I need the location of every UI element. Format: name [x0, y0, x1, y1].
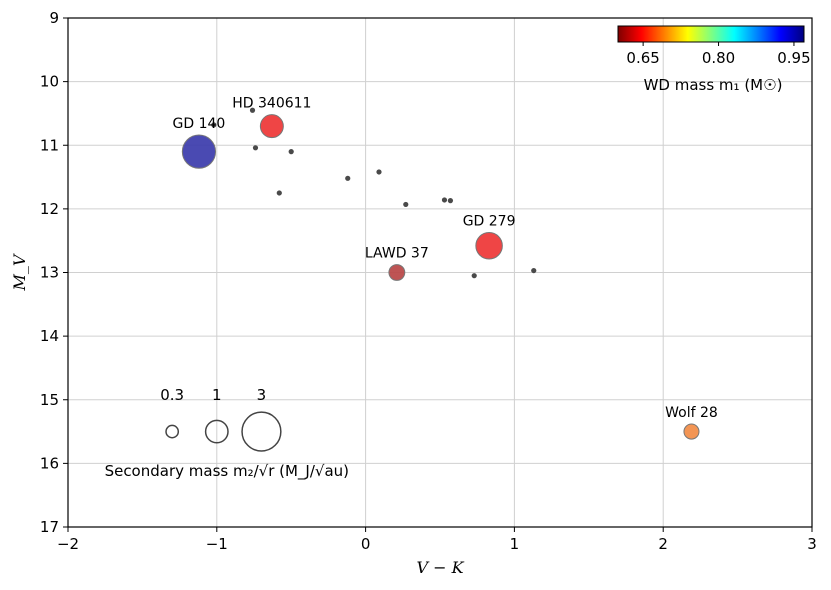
- size-legend-label: 1: [212, 386, 222, 404]
- x-tick-label: 0: [361, 535, 371, 553]
- named-data-point: [388, 264, 406, 281]
- point-label: LAWD 37: [365, 246, 429, 262]
- small-data-point: [531, 267, 537, 274]
- x-tick-label: 3: [807, 535, 817, 553]
- named-data-point: [259, 114, 284, 139]
- x-tick-label: 2: [658, 535, 668, 553]
- colorbar-tick-label: 0.65: [626, 49, 659, 67]
- y-tick-label: 16: [40, 454, 59, 472]
- colorbar: 0.65 0.80 0.95 WD mass m₁ (M☉): [617, 25, 811, 94]
- size-legend-circle: [165, 424, 180, 439]
- size-legend: 0.3 1 3 Secondary mass m₂/√r (M_J/√au): [105, 386, 349, 481]
- named-data-point: [181, 134, 217, 169]
- small-data-point: [403, 201, 409, 208]
- y-tick-label: 9: [49, 9, 59, 27]
- named-data-point: [475, 232, 503, 260]
- size-legend-label: 3: [257, 386, 267, 404]
- small-data-point: [276, 190, 282, 196]
- size-legend-title: Secondary mass m₂/√r (M_J/√au): [105, 462, 349, 481]
- small-data-point: [447, 198, 454, 204]
- x-axis-title: V − K: [416, 558, 464, 577]
- size-legend-circle: [204, 419, 229, 444]
- colorbar-title: WD mass m₁ (M☉): [644, 76, 783, 94]
- colorbar-tick-label: 0.80: [702, 49, 735, 67]
- colorbar-tick-label: 0.95: [777, 49, 810, 67]
- point-label: GD 279: [463, 214, 516, 230]
- x-tick-label: −1: [206, 535, 228, 553]
- y-tick-label: 11: [40, 136, 59, 154]
- y-tick-label: 13: [40, 264, 59, 282]
- named-data-point: [683, 423, 700, 440]
- y-tick-label: 14: [40, 327, 59, 345]
- y-tick-label: 10: [40, 73, 59, 91]
- colorbar-bar: [617, 25, 805, 43]
- y-tick-label: 15: [40, 391, 59, 409]
- point-label: Wolf 28: [665, 405, 718, 421]
- small-data-point: [288, 149, 294, 155]
- y-tick-label: 12: [40, 200, 59, 218]
- y-axis-title: M_V: [10, 253, 29, 291]
- size-legend-label: 0.3: [160, 386, 184, 404]
- size-legend-circle: [241, 411, 282, 452]
- small-data-point: [252, 145, 259, 151]
- small-data-point: [345, 175, 351, 181]
- small-data-point: [211, 122, 217, 128]
- data-points: [181, 107, 700, 440]
- y-tick-label: 17: [40, 518, 59, 536]
- small-data-point: [441, 197, 448, 203]
- point-labels: GD 140 HD 340611 LAWD 37 GD 279 Wolf 28: [173, 96, 718, 421]
- grid-lines: [67, 17, 813, 528]
- x-tick-label: 1: [510, 535, 520, 553]
- small-data-point: [376, 169, 382, 175]
- point-label: HD 340611: [232, 96, 311, 112]
- small-data-point: [249, 107, 256, 113]
- x-tick-label: −2: [57, 535, 79, 553]
- small-data-point: [471, 273, 477, 279]
- point-label: GD 140: [173, 116, 226, 132]
